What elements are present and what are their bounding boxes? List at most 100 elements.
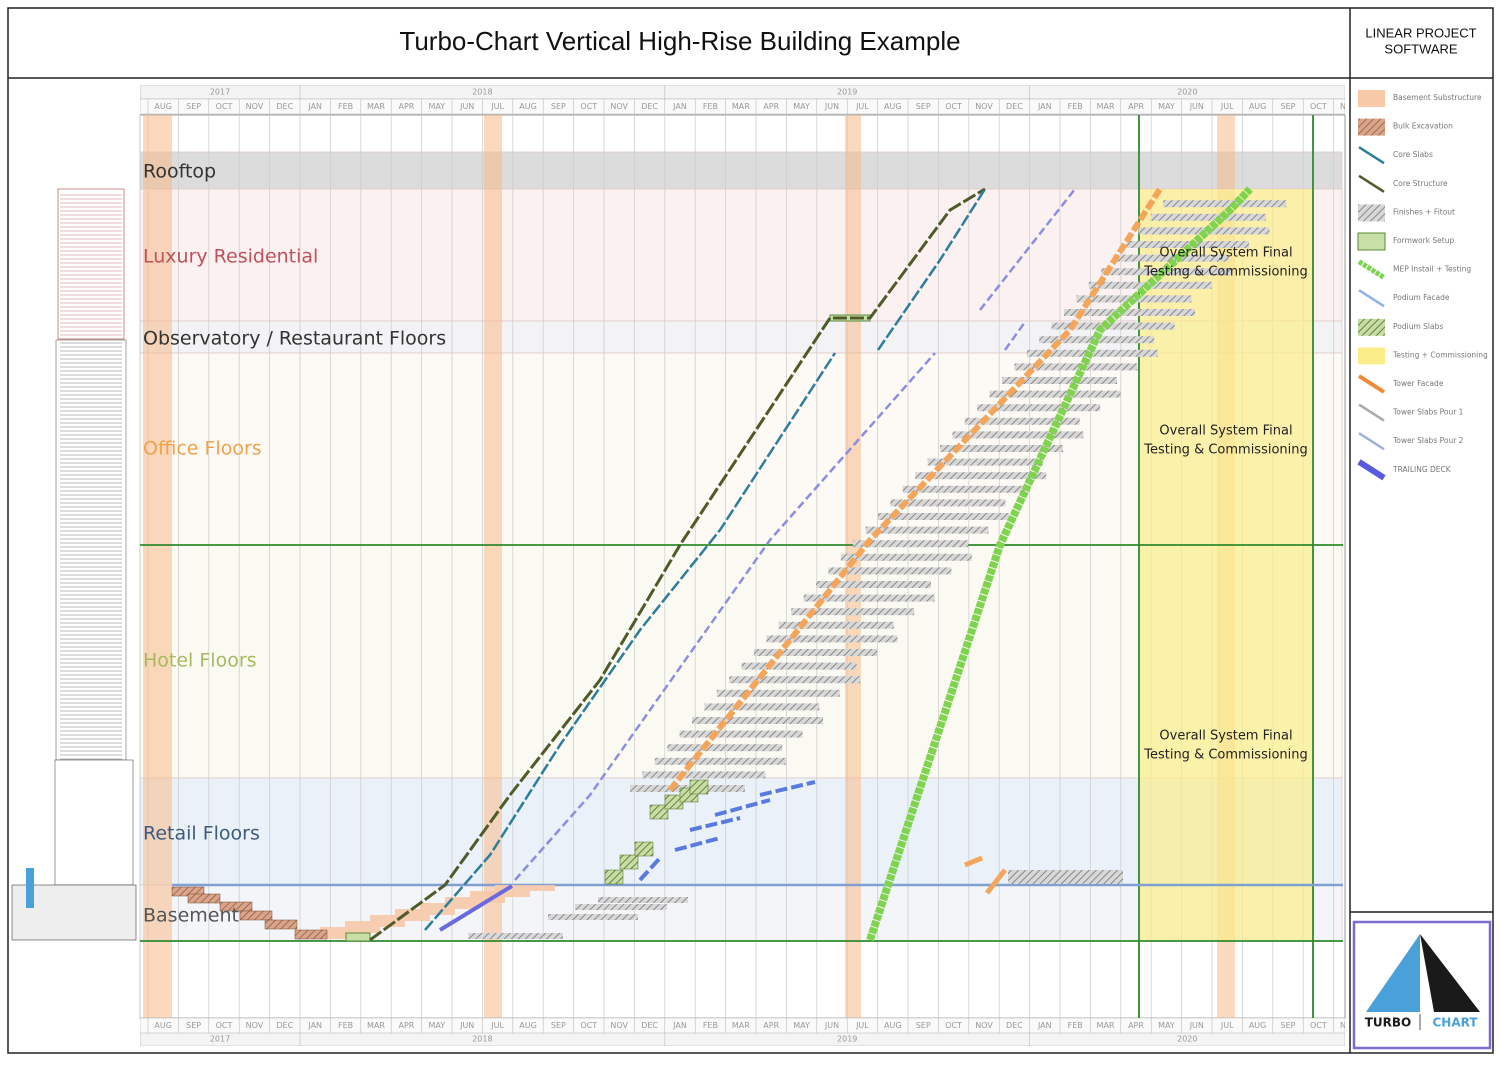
substructure-bar — [445, 897, 505, 903]
annotation: Testing & Commissioning — [1143, 265, 1308, 280]
finish-bar — [828, 567, 952, 575]
podium-slab — [634, 841, 654, 857]
finish-bar — [704, 703, 820, 711]
podium-facade — [674, 836, 721, 852]
month-label: NOV — [610, 1021, 628, 1030]
podium-facade — [759, 780, 816, 797]
legend-label: Core Structure — [1393, 179, 1448, 188]
substructure-bar — [345, 921, 405, 927]
frame — [7, 7, 1494, 1054]
substructure-bar — [420, 903, 480, 909]
annotation: Testing & Commissioning — [1143, 748, 1308, 763]
finish-bar — [915, 472, 1047, 480]
month-label: FEB — [338, 102, 353, 111]
holiday-stripe — [143, 115, 172, 1018]
year-label: 2020 — [1177, 88, 1197, 97]
legend-label: Tower Slabs Pour 1 — [1392, 408, 1464, 417]
month-label: DEC — [1006, 1021, 1023, 1030]
zone-label: Rooftop — [143, 161, 216, 183]
title: Turbo-Chart Vertical High-Rise Building … — [399, 26, 960, 56]
month-label: JUL — [490, 1021, 504, 1030]
month-label: DEC — [1006, 102, 1023, 111]
month-label: JUN — [1189, 102, 1204, 111]
month-label: AUG — [519, 102, 537, 111]
legend-label: Podium Slabs — [1393, 322, 1443, 331]
year-row — [140, 85, 1345, 100]
month-label: FEB — [703, 102, 718, 111]
podium-slab — [619, 854, 639, 870]
month-label: AUG — [519, 1021, 537, 1030]
month-label: JUL — [855, 1021, 869, 1030]
finish-bar — [692, 717, 823, 724]
month-label: APR — [763, 1021, 779, 1030]
month-label: MAY — [428, 102, 445, 111]
month-label: APR — [763, 102, 779, 111]
tower-facade — [667, 187, 1163, 792]
brand: SOFTWARE — [1384, 41, 1458, 56]
month-label: MAR — [367, 1021, 385, 1030]
finish-bar — [766, 635, 898, 643]
finish-bar — [1051, 322, 1175, 330]
month-label: JUL — [125, 1021, 139, 1030]
month-label: OCT — [945, 1021, 962, 1030]
finish-bar — [1163, 200, 1287, 208]
finish-bar — [642, 771, 766, 779]
month-label: JUL — [855, 102, 869, 111]
trailing-deck — [438, 884, 514, 932]
month-label: AUG — [154, 102, 172, 111]
legend-icon — [1358, 146, 1385, 165]
finish-bar — [878, 513, 1009, 520]
month-label: SEP — [916, 102, 931, 111]
month-label: SEP — [551, 1021, 566, 1030]
finish-bar — [816, 581, 931, 588]
month-label: MAR — [1097, 102, 1115, 111]
legend-icon — [1358, 432, 1385, 451]
month-label: FEB — [703, 1021, 718, 1030]
legend-label: Tower Facade — [1392, 379, 1444, 388]
month-label: OCT — [580, 1021, 597, 1030]
legend-icon — [1357, 232, 1386, 251]
chart: JUL JUL AUG AUG SEP SEP OCT OCT NOV NOV DEC DEC JAN J… — [11, 85, 1358, 1046]
month-label: NOV — [1340, 102, 1358, 111]
podium-slab — [604, 869, 624, 885]
annotation: Overall System Final — [1159, 729, 1292, 744]
month-label: AUG — [884, 1021, 902, 1030]
finish-bar — [803, 594, 935, 602]
legend-icon — [1358, 90, 1385, 107]
month-label: DEC — [641, 102, 658, 111]
brand: LINEAR PROJECT — [1365, 25, 1476, 40]
month-label: MAR — [732, 102, 750, 111]
tower-facade — [964, 855, 983, 868]
month-label: JUL — [125, 102, 139, 111]
finish-bar — [1008, 870, 1123, 884]
month-label: DEC — [641, 1021, 658, 1030]
month-label: JAN — [1037, 1021, 1052, 1030]
finish-bar — [927, 458, 1043, 466]
month-label: OCT — [216, 102, 233, 111]
finish-bar — [853, 540, 969, 548]
logo: TURBO CHART — [1352, 920, 1492, 1050]
substructure-bar — [320, 927, 380, 933]
month-label: JUN — [1189, 1021, 1204, 1030]
zone-label: Luxury Residential — [143, 246, 318, 268]
month-label: NOV — [246, 1021, 264, 1030]
legend-icon — [1357, 459, 1386, 481]
building-elevation — [11, 188, 137, 941]
finish-bar — [791, 608, 915, 616]
finish-bar — [679, 730, 803, 738]
legend-icon — [1358, 347, 1385, 365]
finish-bar — [548, 914, 638, 920]
legend-label: Testing + Commissioning — [1392, 350, 1488, 359]
month-label: JUL — [1220, 1021, 1234, 1030]
legend: Basement Substructure Bulk Excavation Core… — [1357, 90, 1488, 481]
month-label: SEP — [916, 1021, 931, 1030]
year-label: 2019 — [837, 1035, 857, 1044]
excavation-bar — [219, 901, 253, 912]
month-label: MAR — [732, 1021, 750, 1030]
zone-label: Observatory / Restaurant Floors — [143, 328, 446, 350]
tower-lower — [55, 339, 127, 761]
finish-bar — [1113, 254, 1229, 262]
month-label: MAY — [793, 1021, 810, 1030]
legend-icon — [1358, 403, 1385, 422]
